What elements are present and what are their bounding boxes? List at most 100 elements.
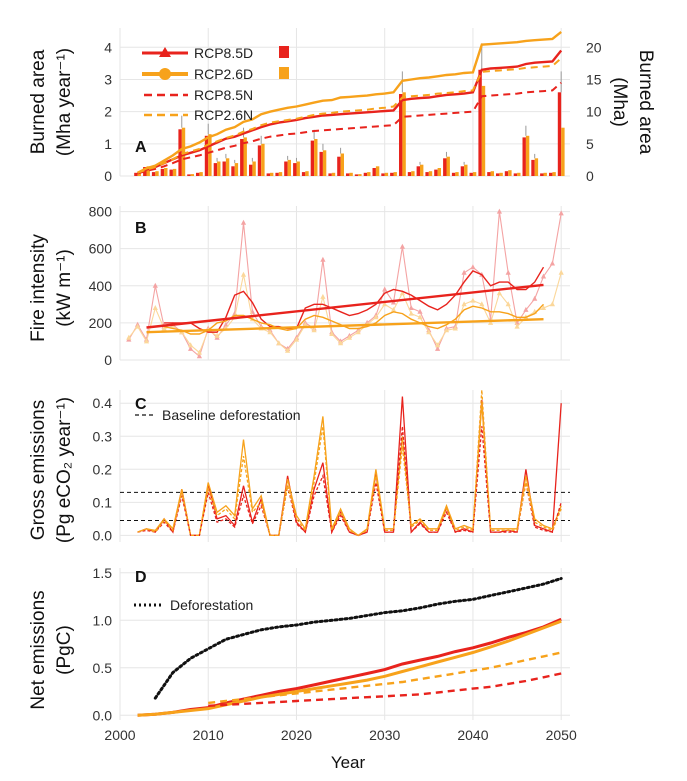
point-b-rcp8.5d-annual-2014: [240, 219, 247, 225]
bar-a-rcp2.6d-2022: [314, 139, 318, 176]
bar-a-rcp8.5d-2046: [522, 137, 526, 176]
xtick-2: 2020: [281, 727, 312, 743]
bar-a-rcp2.6d-2039: [464, 164, 468, 176]
point-b-rcp2.6d-annual-2031: [390, 306, 397, 312]
ytick-b-2: 400: [89, 278, 113, 294]
bar-a-rcp8.5d-2030: [381, 173, 385, 176]
point-b-rcp8.5d-annual-2034: [417, 308, 423, 314]
bar-a-rcp8.5d-2002: [134, 172, 138, 176]
bar-a-rcp8.5d-2047: [531, 159, 535, 176]
y2tick-a-0: 0: [586, 168, 594, 184]
bar-a-rcp8.5d-2021: [301, 172, 306, 176]
bar-a-rcp2.6d-2003: [146, 166, 150, 176]
bar-a-rcp8.5d-2011: [213, 163, 218, 176]
point-b-rcp2.6d-annual-2022: [311, 327, 317, 333]
bar-a-rcp8.5d-2009: [196, 172, 200, 176]
bar-a-rcp2.6d-2040: [472, 172, 477, 176]
legend-a: RCP8.5D RCP2.6D RCP8.5N RCP2.6N: [142, 45, 289, 123]
panel-a-y2label-1: Burned area: [635, 50, 656, 155]
point-b-rcp2.6d-annual-2032: [399, 290, 405, 296]
bar-a-rcp2.6d-2007: [181, 127, 186, 176]
point-b-rcp2.6d-annual-2030: [382, 301, 388, 307]
point-b-rcp2.6d-annual-2033: [408, 310, 414, 316]
panel-d: 0.0 0.5 1.0 1.5 2000 2010 2020 2030 2040 2050: [93, 565, 577, 743]
point-b-rcp2.6d-annual-2029: [373, 314, 379, 320]
point-b-rcp2.6d-annual-2001: [126, 334, 132, 340]
bar-a-rcp2.6d-2030: [384, 172, 389, 176]
point-b-rcp8.5d-annual-2032: [399, 243, 405, 249]
bar-a-rcp2.6d-2026: [349, 172, 353, 176]
point-b-rcp2.6d-annual-2006: [170, 323, 176, 329]
bar-a-rcp8.5d-2032: [399, 94, 403, 176]
legend-marker-rcp26d: [159, 68, 171, 80]
bar-a-rcp2.6d-2035: [428, 171, 433, 176]
bar-a-rcp2.6d-2027: [358, 174, 362, 176]
bar-a-rcp8.5d-2015: [249, 164, 253, 176]
bar-a-rcp8.5d-2036: [434, 169, 438, 176]
panel-b-label: B: [135, 220, 147, 237]
bar-a-rcp2.6d-2047: [534, 158, 539, 176]
y2tick-a-3: 15: [586, 71, 602, 87]
bar-a-rcp2.6d-2049: [552, 172, 556, 176]
bar-a-rcp8.5d-2019: [284, 161, 288, 176]
point-b-rcp8.5d-annual-2008: [188, 345, 194, 351]
ytick-d-3: 1.5: [93, 565, 113, 581]
panel-d-ylabel-1: Net emissions: [28, 590, 49, 709]
ytick-c-3: 0.3: [93, 428, 113, 444]
point-b-rcp2.6d-annual-2050: [558, 269, 564, 275]
bar-a-rcp2.6d-2013: [234, 163, 239, 176]
panel-c-ylabel-1: Gross emissions: [28, 400, 49, 540]
bar-a-rcp2.6d-2010: [208, 134, 212, 176]
bar-a-rcp2.6d-2032: [402, 92, 406, 176]
ytick-a-0: 0: [104, 168, 112, 184]
legend-label-baseline: Baseline deforestation: [162, 407, 301, 423]
point-b-rcp8.5d-annual-2013: [232, 310, 238, 316]
y2tick-a-4: 20: [586, 39, 602, 55]
point-b-rcp8.5d-annual-2048: [540, 273, 547, 279]
ytick-b-1: 200: [89, 315, 113, 331]
point-b-rcp8.5d-annual-2039: [461, 269, 467, 275]
bar-a-rcp2.6d-2014: [243, 137, 247, 176]
bar-a-rcp8.5d-2044: [504, 171, 509, 176]
panel-c: 0.0 0.1 0.2 0.3 0.4: [93, 389, 570, 543]
point-b-rcp2.6d-annual-2008: [188, 342, 194, 348]
bar-a-rcp8.5d-2005: [160, 168, 165, 176]
point-b-rcp2.6d-annual-2043: [496, 290, 502, 296]
panel-a: 0 1 2 3 4 0 5 10 15 20: [104, 30, 602, 184]
bar-a-rcp8.5d-2025: [337, 156, 341, 176]
point-b-rcp8.5d-annual-2009: [196, 353, 202, 359]
ytick-b-0: 0: [104, 352, 112, 368]
bar-a-rcp8.5d-2043: [496, 173, 500, 176]
series-a-rcp8.5n: [137, 81, 562, 175]
panel-a-y2label-2: (Mha): [609, 77, 630, 127]
bar-a-rcp2.6d-2020: [296, 161, 300, 176]
bar-a-rcp2.6d-2042: [490, 171, 494, 176]
y2tick-a-2: 10: [586, 104, 602, 120]
bar-a-rcp8.5d-2016: [257, 145, 262, 176]
bar-a-rcp8.5d-2027: [354, 174, 359, 176]
point-b-rcp2.6d-annual-2048: [540, 305, 547, 310]
bar-a-rcp8.5d-2048: [540, 173, 544, 176]
legend-label-rcp26n: RCP2.6N: [194, 107, 253, 123]
bar-a-rcp8.5d-2012: [222, 161, 226, 176]
bar-a-rcp2.6d-2015: [252, 161, 256, 176]
bar-a-rcp8.5d-2040: [469, 172, 473, 176]
bar-a-rcp8.5d-2050: [557, 92, 562, 176]
panel-b-ylabel-2: (kW m⁻¹): [54, 249, 75, 327]
point-b-rcp2.6d-annual-2026: [346, 334, 352, 340]
ytick-b-4: 800: [89, 204, 113, 220]
bar-a-rcp8.5d-2013: [231, 166, 235, 176]
point-b-rcp2.6d-annual-2024: [329, 331, 335, 336]
bar-a-rcp2.6d-2041: [481, 85, 486, 176]
point-b-rcp2.6d-annual-2034: [417, 314, 423, 320]
point-b-rcp2.6d-annual-2009: [196, 349, 202, 355]
xtick-5: 2050: [546, 727, 577, 743]
ytick-d-2: 1.0: [93, 612, 113, 628]
point-b-rcp2.6d-annual-2038: [452, 325, 458, 331]
point-b-rcp2.6d-annual-2036: [435, 342, 441, 348]
bar-a-rcp8.5d-2042: [487, 172, 491, 176]
xtick-4: 2040: [457, 727, 488, 743]
bar-a-rcp2.6d-2021: [305, 171, 309, 176]
bar-a-rcp2.6d-2006: [172, 168, 177, 176]
legend-c: Baseline deforestation: [135, 407, 301, 423]
